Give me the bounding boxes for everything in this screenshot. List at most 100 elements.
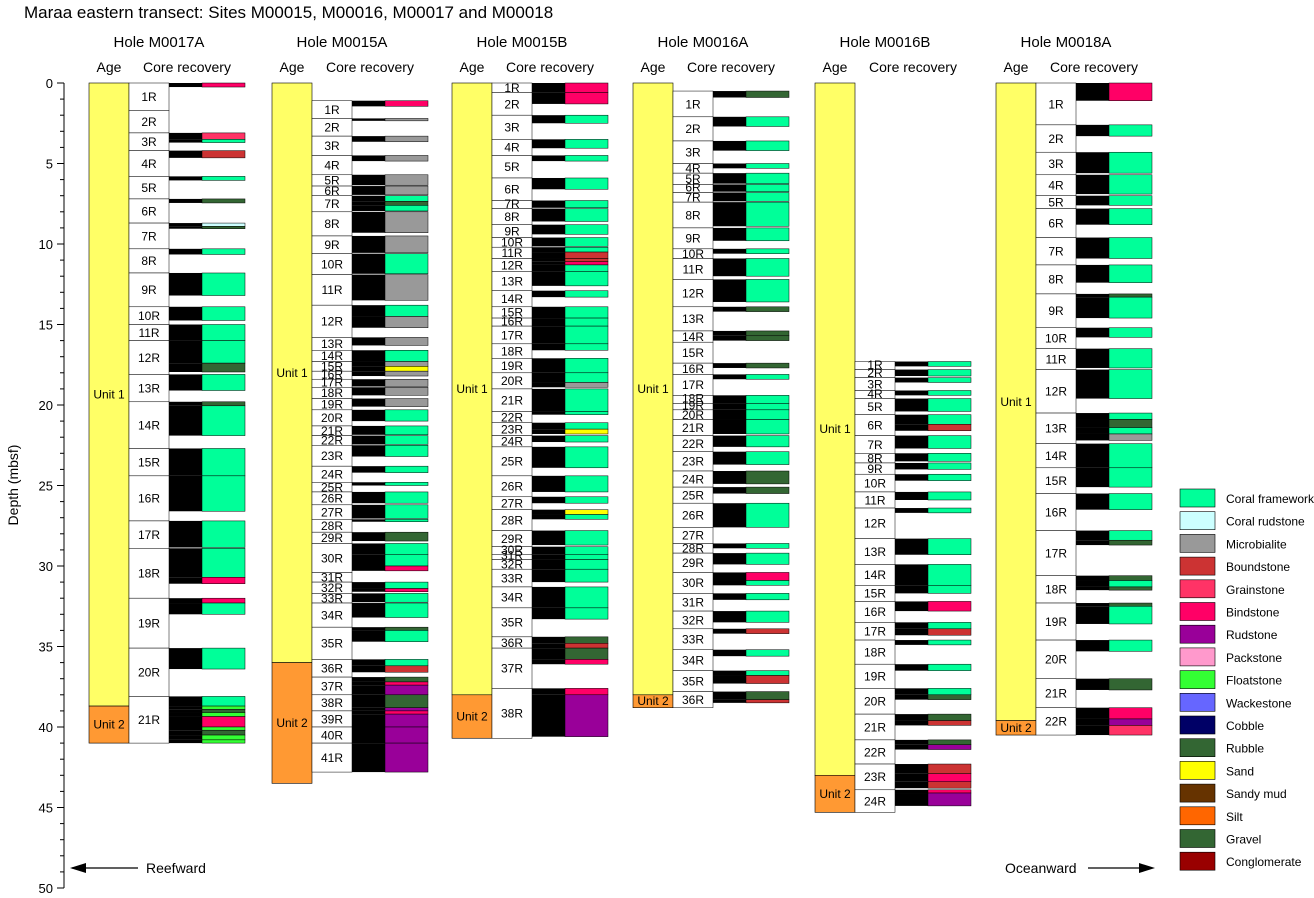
lithology-bar: [745, 486, 790, 494]
recovered-bar: [895, 369, 928, 377]
lithology-bar: [201, 716, 246, 728]
recovered-bar: [169, 374, 202, 391]
lithology-bar: [745, 543, 790, 549]
recovered-bar: [532, 636, 565, 644]
core-label: 9R: [1048, 304, 1064, 318]
lithology-bar: [384, 588, 429, 593]
core-label: 30R: [321, 551, 343, 565]
core-label: 20R: [864, 695, 886, 709]
lithology-bar: [1108, 580, 1153, 588]
core-interval: [128, 248, 170, 274]
core-label: 4R: [685, 162, 701, 176]
recovered-bar: [169, 598, 202, 604]
recovered-bar: [895, 694, 928, 700]
lithology-bar: [384, 304, 429, 317]
core-interval: [491, 647, 533, 689]
lithology-bar: [564, 559, 609, 570]
recovered-bar: [352, 361, 385, 367]
core-label: 16R: [1045, 505, 1067, 519]
recovered-bar: [713, 543, 746, 549]
lithology-bar: [384, 694, 429, 708]
core-interval: [854, 739, 896, 765]
recovered-bar: [352, 435, 385, 445]
hole-title: Hole M0015A: [297, 34, 388, 51]
core-label: 22R: [321, 434, 343, 448]
lithology-bar: [927, 507, 972, 514]
core-label: 10R: [682, 247, 704, 261]
lithology-bar: [1108, 433, 1153, 441]
lithology-bar: [745, 362, 790, 369]
core-label: 22R: [682, 437, 704, 451]
recovered-bar: [1076, 707, 1109, 719]
lithology-bar: [564, 694, 609, 737]
recovered-bar: [895, 622, 928, 629]
recovered-bar: [352, 466, 385, 473]
recovered-bar: [895, 453, 928, 462]
recovered-bar: [713, 335, 746, 341]
recovered-bar: [532, 514, 565, 520]
lithology-bar: [1108, 707, 1153, 720]
core-label: 12R: [501, 258, 523, 272]
recovered-bar: [713, 699, 746, 703]
lithology-bar: [564, 636, 609, 644]
unit-band: [271, 662, 313, 784]
recovered-bar: [713, 435, 746, 447]
lithology-bar: [927, 792, 972, 807]
lithology-bar: [1108, 208, 1153, 225]
lithology-bar: [201, 696, 246, 707]
core-interval: [1035, 493, 1077, 531]
core-label: 29R: [321, 531, 343, 545]
core-interval: [128, 150, 170, 177]
lithology-bar: [384, 710, 429, 715]
core-label: 19R: [321, 398, 343, 412]
lithology-bar: [384, 681, 429, 686]
recovered-bar: [532, 115, 565, 124]
lithology-bar: [384, 316, 429, 328]
legend-label: Bindstone: [1226, 606, 1280, 620]
core-label: 35R: [682, 674, 704, 688]
lithology-bar: [927, 739, 972, 745]
legend-swatch: [1179, 534, 1216, 553]
lithology-bar: [384, 676, 429, 683]
lithology-bar: [745, 395, 790, 404]
core-label: 10R: [321, 257, 343, 271]
core-label: 6R: [141, 204, 157, 218]
legend-swatch: [1179, 670, 1216, 689]
core-label: 32R: [501, 558, 523, 572]
recovered-bar: [169, 401, 202, 406]
core-label: 21R: [501, 393, 523, 407]
lithology-bar: [927, 414, 972, 425]
recovered-bar: [713, 248, 746, 254]
recovered-bar: [1076, 195, 1109, 206]
core-label: 4R: [1048, 179, 1064, 193]
core-label: 20R: [682, 408, 704, 422]
core-label: 24R: [682, 472, 704, 486]
lithology-bar: [745, 163, 790, 169]
recovered-bar: [532, 446, 565, 468]
core-interval: [128, 597, 170, 649]
lithology-bar: [745, 403, 790, 411]
recovered-bar: [532, 290, 565, 298]
lithology-bar: [384, 602, 429, 618]
recovered-bar: [1076, 293, 1109, 298]
lithology-bar: [384, 118, 429, 122]
core-label: 25R: [682, 488, 704, 502]
lithology-bar: [564, 306, 609, 319]
lithology-bar: [201, 405, 246, 436]
core-label: 9R: [324, 238, 340, 252]
lithology-bar: [564, 643, 609, 649]
core-label: 21R: [1045, 687, 1067, 701]
recovered-bar: [169, 727, 202, 731]
legend-label: Gravel: [1226, 833, 1261, 847]
recovered-bar: [1076, 725, 1109, 736]
core-label: 28R: [682, 542, 704, 556]
lithology-bar: [564, 246, 609, 253]
hole-title: Hole M0018A: [1021, 34, 1112, 51]
recovered-bar: [713, 227, 746, 241]
lithology-bar: [564, 264, 609, 272]
legend-swatch: [1179, 556, 1216, 576]
lithology-bar: [564, 496, 609, 504]
lithology-bar: [927, 744, 972, 750]
lithology-bar: [384, 211, 429, 233]
recovered-bar: [713, 675, 746, 684]
